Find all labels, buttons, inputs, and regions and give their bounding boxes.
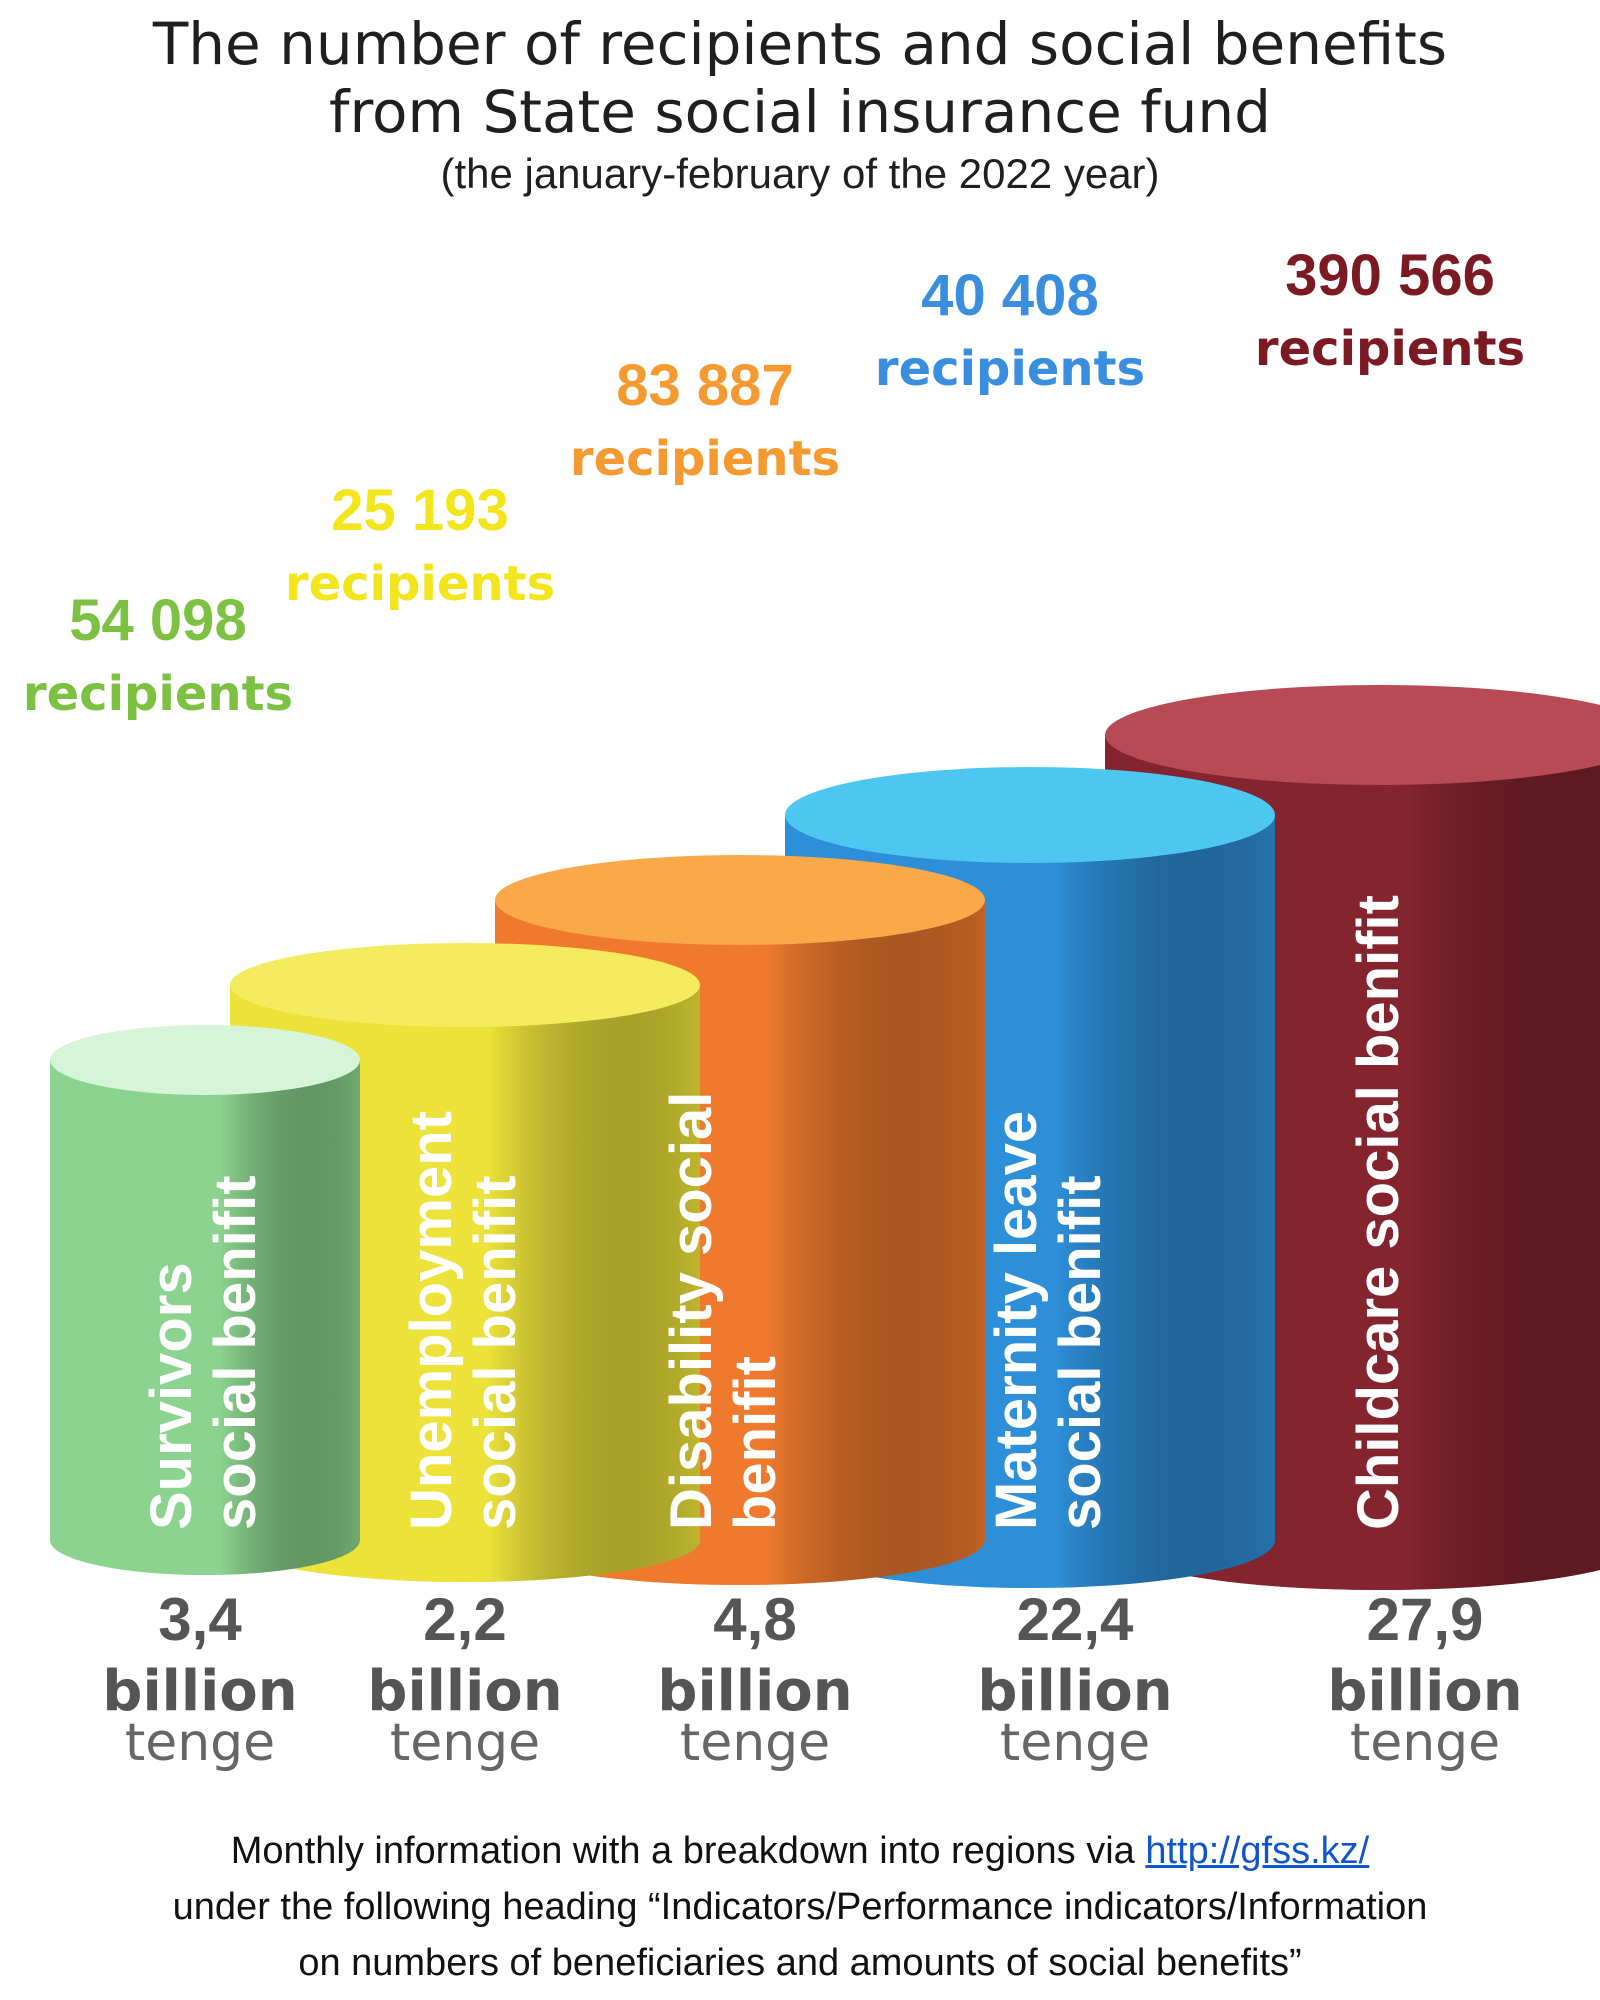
recipients-unit-5: recipients	[1255, 321, 1525, 377]
recipients-value-4: 40 408	[921, 263, 1098, 328]
category-label-4-line1: Maternity leave	[984, 1111, 1049, 1530]
cylinder-top-1	[50, 1025, 360, 1095]
amount-unit-billion-2: billion	[367, 1659, 562, 1724]
cylinder-top-5	[1105, 685, 1600, 785]
category-label-4-line2: social benifit	[1048, 1175, 1113, 1530]
amount-unit-billion-5: billion	[1327, 1659, 1522, 1724]
amount-value-1: 3,4	[158, 1586, 242, 1653]
amount-unit-billion-3: billion	[657, 1659, 852, 1724]
amount-value-5: 27,9	[1367, 1586, 1484, 1653]
cylinder-top-4	[785, 767, 1275, 863]
amount-value-3: 4,8	[713, 1586, 796, 1653]
recipients-unit-2: recipients	[285, 556, 555, 612]
amount-value-2: 2,2	[423, 1586, 506, 1653]
amount-unit-tenge-4: tenge	[1000, 1713, 1150, 1773]
benefits-cylinder-chart: Survivors social benifit Unemployment socia…	[23, 243, 1600, 1773]
recipients-unit-4: recipients	[875, 341, 1145, 397]
gfss-link[interactable]: http://gfss.kz/	[1145, 1830, 1370, 1872]
chart-title-line2: from State social insurance fund	[329, 78, 1271, 146]
cylinder-top-3	[495, 855, 985, 945]
category-label-2-line2: social benifit	[463, 1175, 528, 1530]
cylinder-top-2	[230, 943, 700, 1027]
footer-line2: under the following heading “Indicators/…	[172, 1886, 1428, 1928]
footer-line3: on numbers of beneficiaries and amounts …	[298, 1942, 1302, 1984]
amount-unit-tenge-1: tenge	[125, 1713, 275, 1773]
chart-title-line1: The number of recipients and social bene…	[152, 10, 1448, 78]
category-label-3-line1: Disability social	[659, 1092, 724, 1530]
category-label-1-line2: social benifit	[203, 1175, 268, 1530]
amount-unit-tenge-5: tenge	[1350, 1713, 1500, 1773]
amount-unit-tenge-3: tenge	[680, 1713, 830, 1773]
recipients-value-1: 54 098	[69, 588, 246, 653]
amount-value-4: 22,4	[1017, 1586, 1134, 1653]
recipients-value-3: 83 887	[616, 353, 793, 418]
category-label-5-line1: Childcare social benifit	[1346, 895, 1411, 1530]
recipients-value-2: 25 193	[331, 478, 508, 543]
recipients-value-5: 390 566	[1285, 243, 1495, 308]
category-label-2-line1: Unemployment	[399, 1111, 464, 1530]
recipients-unit-1: recipients	[23, 666, 293, 722]
amount-unit-billion-1: billion	[102, 1659, 297, 1724]
recipients-unit-3: recipients	[570, 431, 840, 487]
chart-subtitle: (the january-february of the 2022 year)	[440, 150, 1160, 197]
amount-unit-billion-4: billion	[977, 1659, 1172, 1724]
footer-line1-text: Monthly information with a breakdown int…	[230, 1830, 1146, 1872]
amount-unit-tenge-2: tenge	[390, 1713, 540, 1773]
footer-line1: Monthly information with a breakdown int…	[0, 1830, 1600, 1873]
category-label-1-line1: Survivors	[139, 1262, 204, 1530]
category-label-3-line2: benifit	[723, 1356, 788, 1530]
